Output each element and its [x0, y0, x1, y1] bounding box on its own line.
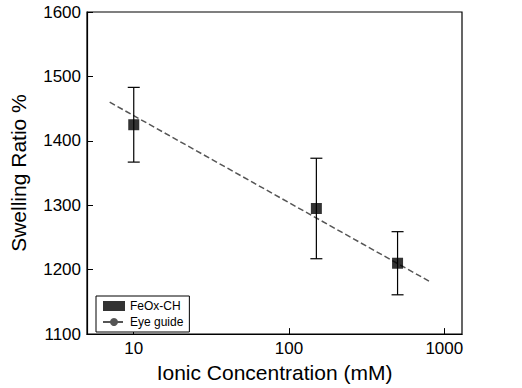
svg-text:1100: 1100 [44, 325, 81, 344]
svg-text:Eye guide: Eye guide [130, 315, 184, 329]
svg-text:Swelling Ratio %: Swelling Ratio % [7, 94, 30, 252]
svg-text:1500: 1500 [43, 67, 81, 86]
svg-text:1600: 1600 [43, 3, 81, 22]
svg-text:1300: 1300 [43, 196, 81, 215]
svg-text:100: 100 [275, 339, 303, 358]
svg-text:1200: 1200 [43, 260, 81, 279]
svg-text:Ionic Concentration (mM): Ionic Concentration (mM) [157, 361, 393, 384]
svg-text:1000: 1000 [425, 339, 463, 358]
svg-text:FeOx-CH: FeOx-CH [130, 299, 181, 313]
svg-text:10: 10 [124, 339, 143, 358]
svg-text:1400: 1400 [43, 131, 81, 150]
